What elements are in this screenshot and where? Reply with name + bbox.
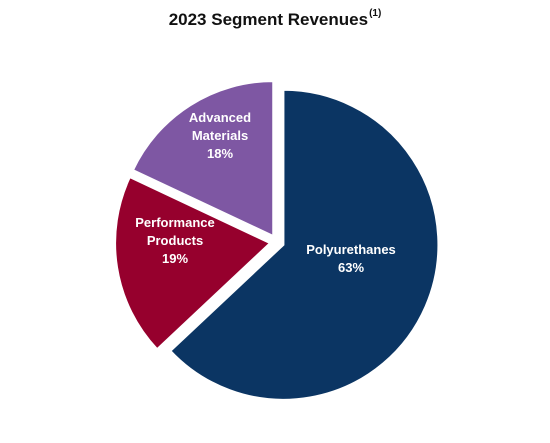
slice-name-performance-products: Products (147, 233, 203, 248)
pie-slice-advanced-materials (131, 80, 275, 238)
title-footnote: (1) (369, 8, 382, 20)
slice-value-performance-products: 19% (162, 251, 188, 266)
slice-value-polyurethanes: 63% (338, 260, 364, 275)
pie-slice-performance-products (114, 175, 272, 351)
slice-name-advanced-materials: Advanced (189, 110, 251, 125)
slice-label-polyurethanes: Polyurethanes 63% (306, 242, 396, 275)
chart-title: 2023 Segment Revenues(1) (0, 8, 550, 30)
slice-name-polyurethanes: Polyurethanes (306, 242, 396, 257)
slice-name-advanced-materials: Materials (192, 128, 248, 143)
slice-label-advanced-materials: Advanced Materials 18% (189, 110, 251, 161)
slice-label-performance-products: Performance Products 19% (135, 215, 214, 266)
slice-value-advanced-materials: 18% (207, 146, 233, 161)
chart-title-text: 2023 Segment Revenues (168, 10, 369, 29)
slice-name-performance-products: Performance (135, 215, 214, 230)
pie-slice-polyurethanes (169, 88, 440, 401)
